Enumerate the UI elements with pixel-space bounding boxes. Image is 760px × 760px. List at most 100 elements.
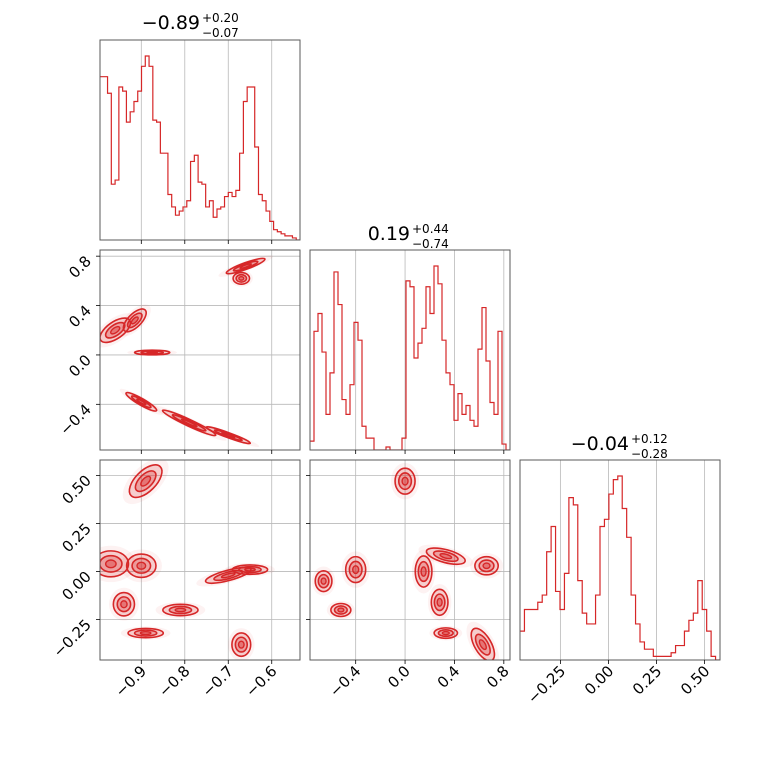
contour-param2-vs-param3-panel: [306, 459, 511, 664]
contour-inner: [110, 325, 121, 335]
contour-inner: [130, 316, 139, 325]
contour-cluster: [120, 549, 162, 583]
title-param3: −0.04 +0.12 −0.28: [571, 432, 668, 461]
contour-outer: [128, 464, 163, 499]
contour-outer: [125, 391, 158, 412]
contour-inner: [439, 553, 453, 560]
contour-mid: [238, 565, 262, 574]
contour-inner: [221, 432, 236, 439]
contour-inner: [244, 567, 256, 572]
contour-mid: [433, 593, 446, 612]
scatter-halo: [119, 388, 163, 415]
contour-cluster: [229, 270, 253, 287]
contour-inner: [120, 600, 128, 609]
axis-frame: [99, 249, 301, 451]
scatter-halo: [151, 404, 227, 441]
contour-outer: [231, 632, 252, 658]
contour-inner: [139, 630, 152, 636]
x-tick-label: −0.25: [524, 662, 569, 707]
axis-frame: [519, 459, 721, 661]
contour-cluster: [120, 626, 171, 640]
contour-mid: [333, 605, 348, 615]
contour-cluster: [429, 625, 463, 641]
svg-text:−0.07: −0.07: [202, 26, 239, 40]
contour-inner: [420, 566, 427, 577]
contour-cluster: [155, 601, 206, 619]
contour-cluster: [470, 552, 503, 579]
scatter-halo: [418, 544, 474, 568]
contour-outer: [344, 555, 367, 584]
contour-mid: [234, 636, 249, 653]
axis-frame: [99, 39, 301, 241]
contour-inner: [104, 559, 117, 569]
contour-param1-vs-param3-panel: [96, 459, 301, 664]
contour-cluster: [427, 584, 452, 621]
contour-cluster: [122, 460, 169, 505]
svg-text:+0.20: +0.20: [202, 11, 239, 25]
y-tick-label: 0.0: [65, 351, 95, 381]
svg-text:−0.74: −0.74: [412, 237, 449, 251]
contour-outer: [125, 553, 157, 579]
contour-inner: [337, 607, 345, 613]
contour-mid: [134, 470, 157, 493]
svg-text:+0.12: +0.12: [631, 432, 668, 446]
x-tick-label: 0.25: [629, 662, 665, 698]
contour-cluster: [326, 600, 355, 620]
contour-mid: [432, 550, 459, 563]
contour-inner: [352, 565, 360, 575]
y-tick-label: −0.25: [50, 616, 95, 661]
y-tick-label: 0.00: [58, 568, 94, 604]
contour-cluster: [390, 462, 420, 500]
contour-mid: [168, 605, 193, 615]
panel-content: [520, 475, 720, 660]
contour-inner: [136, 398, 147, 406]
contour-inner: [237, 640, 245, 649]
y-tick-label: 0.25: [58, 520, 94, 556]
y-tick-label: 0.50: [58, 471, 94, 507]
panel-content: [100, 255, 273, 447]
contour-mid: [235, 273, 248, 283]
contour-mid: [417, 560, 430, 583]
svg-text:+0.44: +0.44: [412, 222, 449, 236]
x-tick-label: 0.0: [384, 662, 414, 692]
contour-inner: [320, 577, 327, 585]
contour-outer: [414, 555, 433, 588]
contour-inner: [478, 639, 487, 651]
scatter-halo: [118, 304, 151, 337]
svg-text:−0.28: −0.28: [631, 447, 668, 461]
svg-text:−0.89: −0.89: [142, 12, 200, 34]
contour-cluster: [225, 563, 275, 577]
contour-cluster: [341, 551, 370, 588]
contour-cluster: [228, 628, 255, 660]
contour-cluster: [100, 545, 136, 583]
histogram-param2-panel: [309, 249, 511, 454]
title-param1: −0.89 +0.20 −0.07: [142, 11, 239, 40]
scatter-halo: [218, 255, 273, 277]
panel-content: [100, 460, 275, 660]
scatter-halo: [197, 423, 260, 447]
contour-inner: [140, 475, 152, 487]
contour-cluster: [118, 304, 151, 337]
contour-mid: [317, 573, 330, 589]
histogram-step-line: [310, 265, 510, 450]
contour-cluster: [109, 587, 139, 621]
x-tick-label: 0.8: [483, 662, 513, 692]
svg-text:−0.04: −0.04: [571, 433, 629, 455]
x-tick-label: −0.8: [155, 662, 193, 700]
x-tick-label: −0.4: [326, 662, 364, 700]
contour-inner: [441, 630, 450, 636]
y-tick-label: 0.8: [65, 252, 95, 282]
contour-cluster: [127, 349, 177, 356]
contour-cluster: [411, 549, 436, 594]
contour-cluster: [151, 404, 227, 441]
x-tick-label: 0.00: [581, 662, 617, 698]
scatter-halo: [466, 621, 500, 660]
x-tick-label: −0.6: [242, 662, 280, 700]
contour-outer: [425, 547, 466, 566]
contour-outer: [470, 627, 496, 660]
panel-content: [100, 55, 300, 240]
contour-cluster: [197, 423, 260, 447]
contour-outer: [112, 591, 136, 617]
contour-outer: [100, 550, 130, 578]
